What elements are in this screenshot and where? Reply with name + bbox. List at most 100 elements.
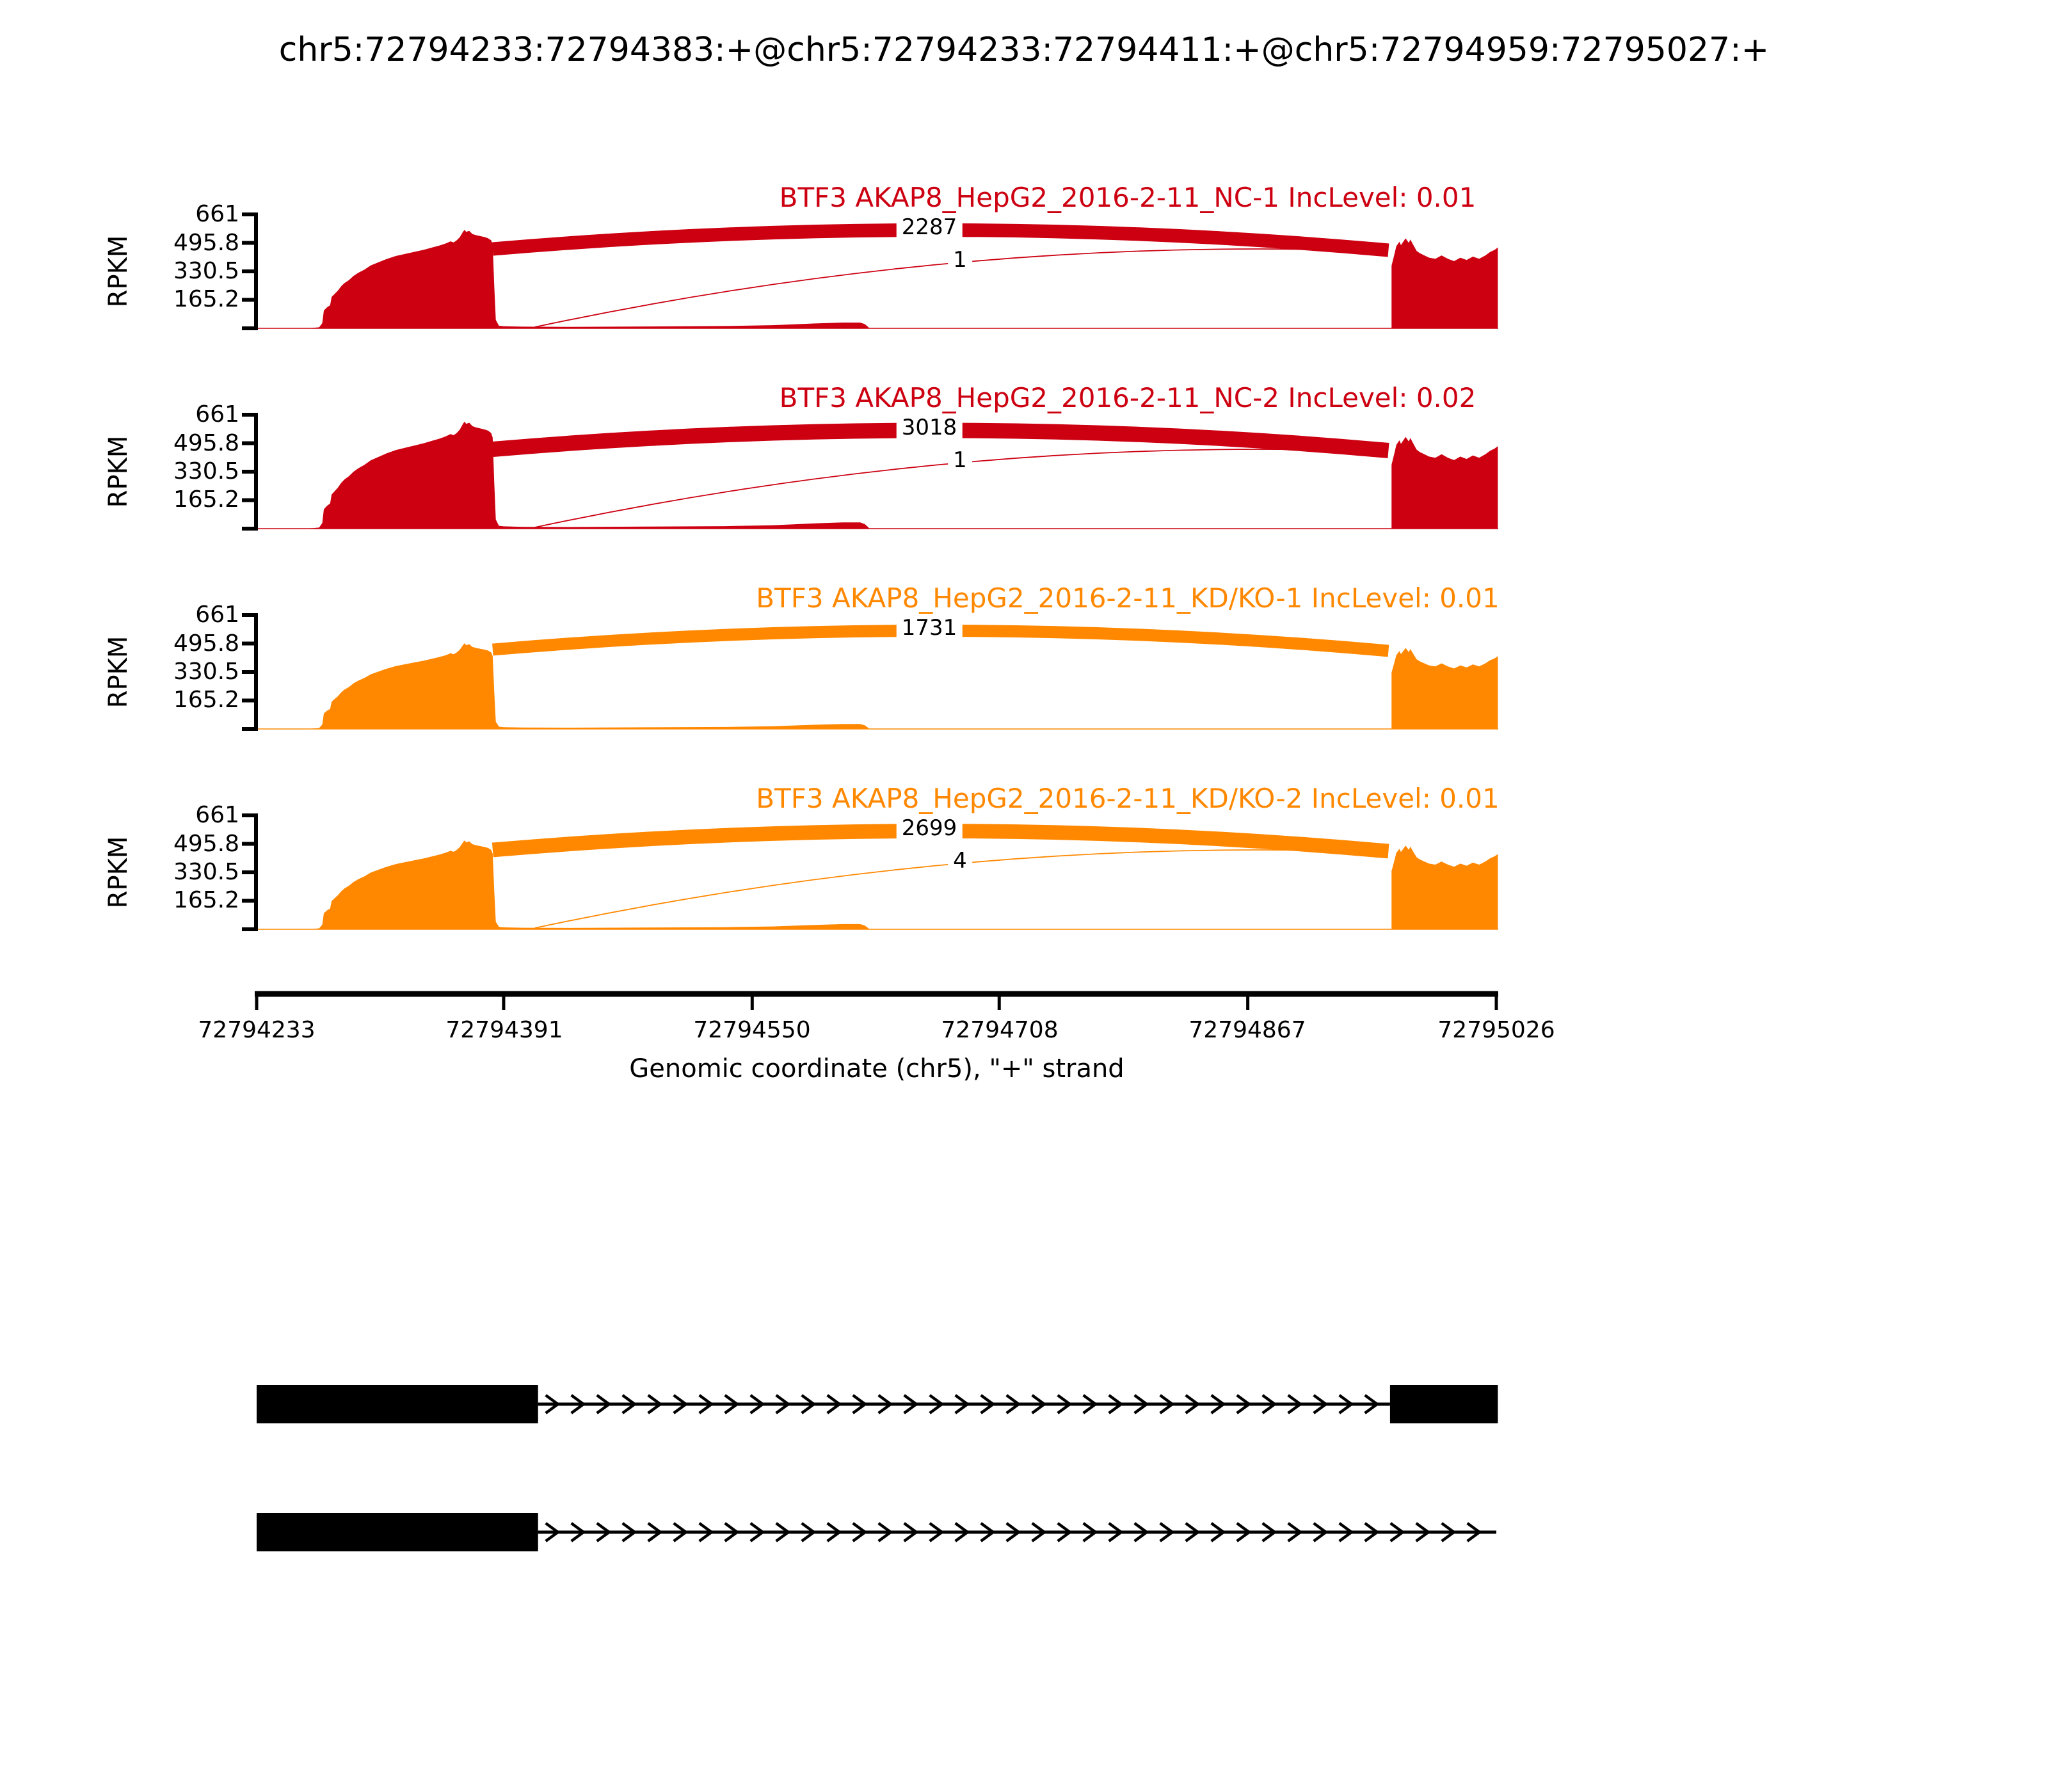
track-2-ytick-330: 330.5 — [173, 458, 239, 484]
strand-arrow-icon — [954, 1394, 970, 1414]
y-axis — [242, 613, 258, 731]
coverage-left-exon — [303, 643, 870, 729]
strand-arrow-icon — [596, 1394, 612, 1414]
strand-arrow-icon — [903, 1394, 919, 1414]
track-4-skip-junction-count: 2699 — [896, 817, 963, 840]
strand-arrow-icon — [1364, 1394, 1380, 1414]
strand-arrow-icon — [698, 1394, 714, 1414]
coverage-right-exon — [1391, 648, 1498, 729]
track-4-ytick-495: 495.8 — [173, 831, 239, 857]
strand-arrow-icon — [1082, 1394, 1098, 1414]
sashimi-track-1 — [242, 212, 1498, 330]
strand-arrow-icon — [1057, 1394, 1073, 1414]
x-tick-72795026: 72795026 — [1437, 1017, 1555, 1043]
strand-arrow-icon — [1057, 1522, 1073, 1542]
strand-arrow-icon — [1313, 1522, 1329, 1542]
strand-arrow-icon — [1364, 1522, 1380, 1542]
strand-arrow-icon — [621, 1394, 637, 1414]
strand-arrow-icon — [1031, 1522, 1047, 1542]
strand-arrow-icon — [1210, 1522, 1226, 1542]
y-axis — [242, 212, 258, 330]
strand-arrow-icon — [1313, 1394, 1329, 1414]
strand-arrow-icon — [647, 1522, 663, 1542]
strand-arrow-icon — [852, 1394, 868, 1414]
strand-arrow-icon — [1031, 1394, 1047, 1414]
x-tick-72794391: 72794391 — [445, 1017, 563, 1043]
strand-arrow-icon — [621, 1522, 637, 1542]
track-1-ytick-495: 495.8 — [173, 230, 239, 256]
exon-box — [257, 1385, 538, 1423]
track-2-ytick-661: 661 — [195, 401, 239, 428]
strand-arrow-icon — [775, 1394, 791, 1414]
strand-arrow-icon — [826, 1394, 842, 1414]
track-1-title: BTF3 AKAP8_HepG2_2016-2-11_NC-1 IncLevel… — [779, 182, 1476, 213]
strand-arrow-icon — [929, 1522, 945, 1542]
track-1-skip-junction-count: 2287 — [896, 216, 963, 239]
strand-arrow-icon — [954, 1522, 970, 1542]
strand-arrow-icon — [1108, 1394, 1124, 1414]
strand-arrow-icon — [1338, 1394, 1354, 1414]
strand-arrow-icon — [1005, 1522, 1021, 1542]
track-1-ylabel: RPKM — [104, 235, 133, 308]
strand-arrow-icon — [1133, 1522, 1149, 1542]
strand-arrow-icon — [877, 1522, 893, 1542]
exon-box — [257, 1513, 538, 1551]
strand-arrow-icon — [570, 1394, 586, 1414]
strand-arrow-icon — [1159, 1522, 1175, 1542]
track-3-ytick-330: 330.5 — [173, 659, 239, 685]
strand-arrow-icon — [1466, 1522, 1482, 1542]
track-4-ytick-661: 661 — [195, 802, 239, 828]
isoform-1 — [257, 1385, 1498, 1423]
strand-arrow-icon — [1389, 1522, 1405, 1542]
sashimi-track-4 — [242, 813, 1498, 931]
track-3-ylabel: RPKM — [104, 636, 133, 708]
strand-arrow-icon — [1415, 1522, 1431, 1542]
strand-arrow-icon — [1261, 1522, 1277, 1542]
strand-arrow-icon — [1261, 1394, 1277, 1414]
track-2-ylabel: RPKM — [104, 435, 133, 508]
x-tick-72794708: 72794708 — [941, 1017, 1059, 1043]
strand-arrow-icon — [596, 1522, 612, 1542]
strand-arrow-icon — [1159, 1394, 1175, 1414]
strand-arrow-icon — [1236, 1394, 1252, 1414]
coverage-right-exon — [1391, 436, 1498, 529]
figure-title: chr5:72794233:72794383:+@chr5:72794233:7… — [278, 31, 1770, 69]
x-axis — [255, 991, 1498, 1010]
strand-arrow-icon — [1210, 1394, 1226, 1414]
coverage-left-exon — [303, 840, 870, 929]
coverage-left-exon — [303, 421, 870, 529]
track-3-skip-junction-count: 1731 — [896, 616, 963, 639]
x-tick-72794550: 72794550 — [693, 1017, 811, 1043]
x-axis-title: Genomic coordinate (chr5), "+" strand — [629, 1054, 1124, 1084]
strand-arrow-icon — [903, 1522, 919, 1542]
track-4-title: BTF3 AKAP8_HepG2_2016-2-11_KD/KO-2 IncLe… — [756, 783, 1500, 814]
strand-arrow-icon — [1287, 1522, 1303, 1542]
track-3-ytick-495: 495.8 — [173, 630, 239, 657]
strand-arrow-icon — [570, 1522, 586, 1542]
x-tick-72794867: 72794867 — [1188, 1017, 1306, 1043]
track-2-skip-junction-count: 3018 — [896, 416, 963, 439]
strand-arrow-icon — [1082, 1522, 1098, 1542]
track-3-ytick-165: 165.2 — [173, 687, 239, 713]
strand-arrow-icon — [673, 1394, 689, 1414]
track-3-ytick-661: 661 — [195, 602, 239, 628]
strand-arrow-icon — [929, 1394, 945, 1414]
track-4-ytick-330: 330.5 — [173, 859, 239, 885]
strand-arrow-icon — [1005, 1394, 1021, 1414]
strand-arrow-icon — [698, 1522, 714, 1542]
coverage-right-exon — [1391, 238, 1498, 328]
track-1-ytick-330: 330.5 — [173, 258, 239, 284]
exon-box — [1389, 1385, 1498, 1423]
strand-arrow-icon — [1236, 1522, 1252, 1542]
strand-arrow-icon — [775, 1522, 791, 1542]
sashimi-track-2 — [242, 413, 1498, 531]
coverage-right-exon — [1391, 845, 1498, 929]
isoform-2 — [257, 1513, 1496, 1551]
strand-arrow-icon — [1133, 1394, 1149, 1414]
strand-arrow-icon — [852, 1522, 868, 1542]
strand-arrow-icon — [1287, 1394, 1303, 1414]
track-2-ytick-495: 495.8 — [173, 430, 239, 456]
track-1-ytick-661: 661 — [195, 201, 239, 227]
strand-arrow-icon — [724, 1522, 740, 1542]
